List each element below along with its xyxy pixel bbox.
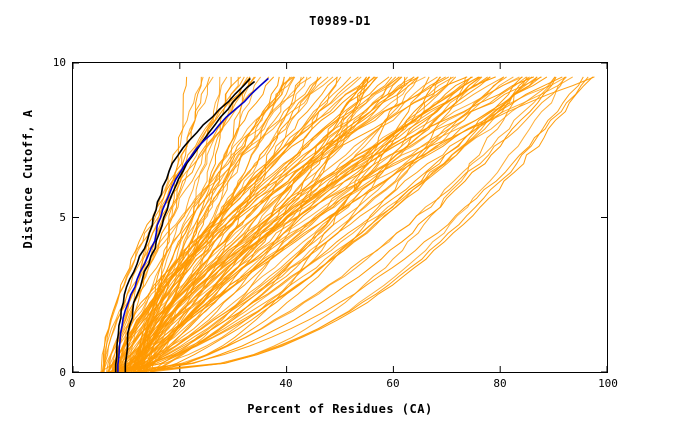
x-tick-5: 100: [598, 377, 618, 390]
background-curve: [120, 76, 538, 372]
x-tick-4: 80: [493, 377, 507, 390]
background-curve: [111, 76, 390, 372]
x-axis-label: Percent of Residues (CA): [247, 402, 433, 416]
background-curve: [134, 76, 556, 372]
background-curve: [118, 76, 457, 372]
background-curve: [152, 76, 505, 372]
background-curve: [120, 76, 479, 372]
background-curve: [114, 76, 589, 372]
background-curve: [148, 76, 573, 372]
background-curve: [143, 76, 419, 372]
y-tick-2: 10: [52, 56, 66, 69]
background-curve: [133, 76, 408, 372]
highlight-curve-highlight-black-2: [124, 80, 256, 372]
y-tick-1: 5: [59, 211, 66, 224]
background-curve: [140, 76, 557, 372]
background-curve: [132, 76, 563, 372]
y-axis-label: Distance Cutoff, A: [21, 109, 35, 249]
background-curve: [103, 76, 312, 372]
background-curve: [126, 76, 567, 372]
highlight-curves-group: [114, 77, 269, 372]
background-curve: [110, 76, 527, 372]
background-curve: [132, 76, 584, 372]
background-curve: [143, 76, 377, 372]
background-curve: [139, 76, 594, 372]
background-curve: [136, 76, 542, 372]
background-curve: [130, 76, 505, 372]
x-tick-2: 40: [279, 377, 293, 390]
background-curve: [100, 76, 270, 372]
background-curve: [137, 76, 371, 372]
background-curve: [117, 76, 210, 372]
background-curve: [135, 76, 275, 372]
x-tick-1: 20: [172, 377, 186, 390]
background-curves-group: [100, 76, 595, 372]
x-tick-0: 0: [68, 377, 76, 390]
background-curve: [150, 76, 507, 372]
background-curve: [114, 76, 520, 372]
background-curve: [107, 76, 362, 372]
chart-title: T0989-D1: [309, 14, 371, 28]
background-curve: [152, 76, 556, 372]
background-curve: [120, 76, 376, 372]
plot-svg: [73, 63, 607, 372]
background-curve: [140, 76, 595, 372]
highlight-curve-highlight-black-1: [114, 77, 251, 372]
background-curve: [102, 76, 334, 372]
background-curve: [118, 76, 319, 372]
background-curve: [108, 76, 322, 372]
background-curve: [146, 76, 496, 372]
highlight-curve-highlight-blue: [117, 77, 269, 372]
background-curve: [125, 76, 538, 372]
x-tick-3: 60: [386, 377, 400, 390]
background-curve: [107, 76, 426, 372]
tick-marks-group: [73, 63, 607, 372]
background-curve: [113, 76, 491, 372]
background-curve: [116, 76, 542, 372]
background-curve: [113, 76, 533, 372]
background-curve: [150, 76, 528, 372]
background-curve: [115, 76, 468, 372]
background-curve: [120, 76, 370, 372]
background-curve: [146, 76, 534, 372]
background-curve: [134, 76, 472, 372]
background-curve: [113, 76, 338, 372]
y-tick-0: 0: [59, 366, 66, 379]
background-curve: [110, 76, 514, 372]
background-curve: [117, 76, 446, 372]
background-curve: [135, 76, 482, 372]
background-curve: [107, 76, 378, 372]
plot-area: [72, 62, 608, 373]
